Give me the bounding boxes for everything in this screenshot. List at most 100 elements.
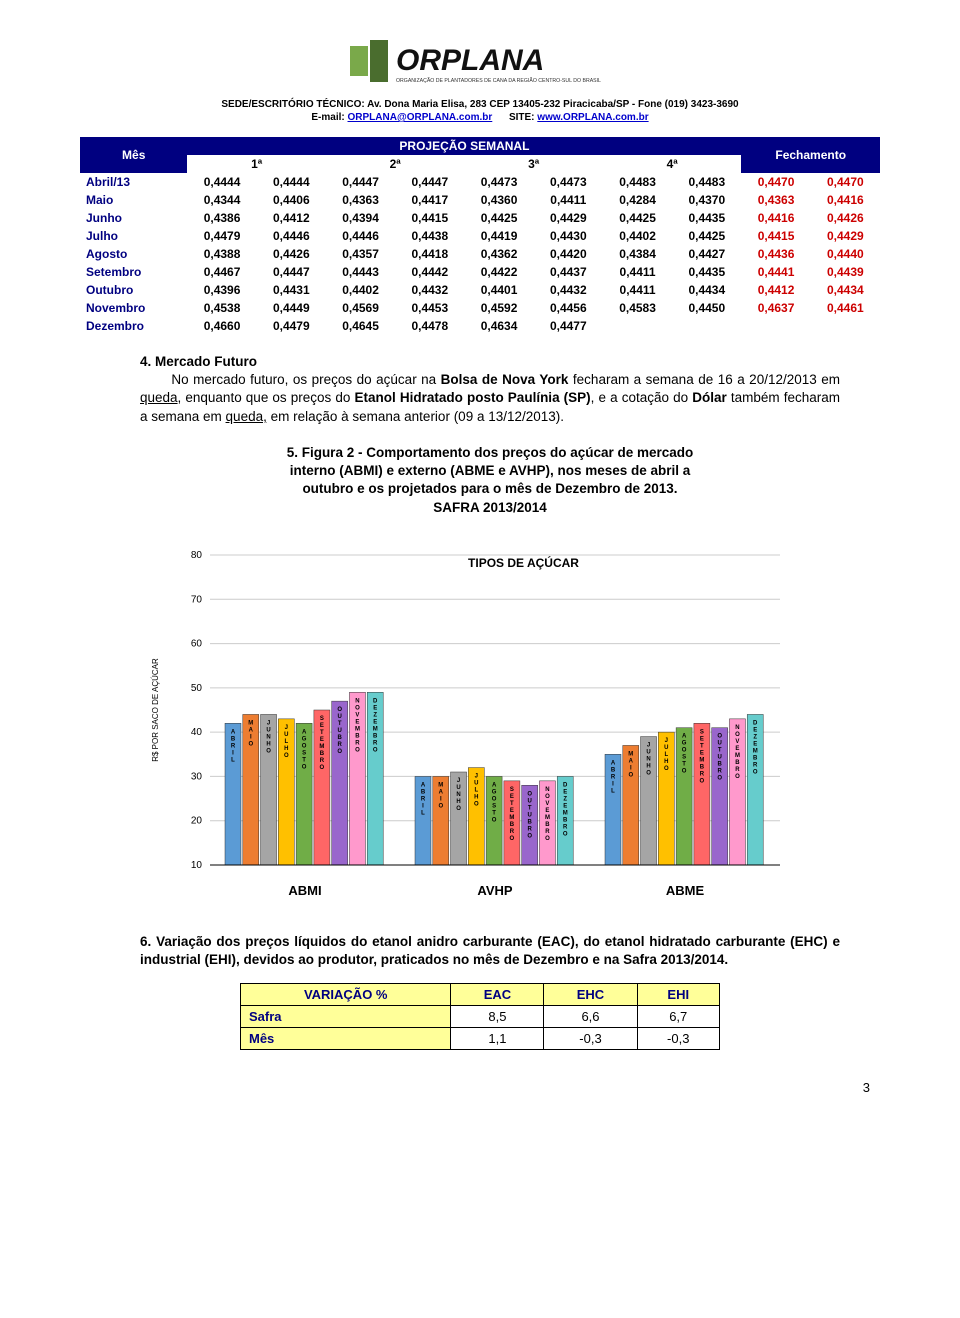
value-cell: 0,4444 — [257, 173, 326, 191]
svg-text:U: U — [527, 798, 531, 804]
svg-text:A: A — [492, 782, 497, 788]
month-cell: Julho — [80, 227, 187, 245]
value-cell — [603, 317, 672, 335]
value-cell: 0,4473 — [534, 173, 603, 191]
svg-text:O: O — [373, 747, 378, 753]
sec4-text-4: , e a cotação do — [591, 390, 693, 405]
sec5-line1: 5. Figura 2 - Comportamento dos preços d… — [287, 445, 694, 460]
value-cell: 0,4437 — [534, 263, 603, 281]
figure-2-chart: 1020304050607080R$ POR SACO DE AÇÚCARTIP… — [140, 535, 800, 915]
logo-subtitle: ORGANIZAÇÃO DE PLANTADORES DE CANA DA RE… — [396, 77, 601, 84]
svg-text:Z: Z — [563, 796, 567, 802]
email-link[interactable]: ORPLANA@ORPLANA.com.br — [348, 112, 493, 123]
svg-text:M: M — [735, 753, 740, 759]
svg-text:B: B — [373, 733, 378, 739]
value-cell: 0,4425 — [464, 209, 533, 227]
table-row: Maio0,43440,44060,43630,44170,43600,4411… — [80, 191, 880, 209]
fechamento-cell: 0,4363 — [741, 191, 810, 209]
svg-text:O: O — [266, 748, 271, 754]
svg-text:B: B — [700, 764, 705, 770]
svg-text:T: T — [320, 730, 324, 736]
svg-text:70: 70 — [191, 594, 203, 605]
value-cell: 0,4431 — [257, 281, 326, 299]
value-cell: 0,4483 — [603, 173, 672, 191]
svg-text:U: U — [717, 740, 721, 746]
value-cell: 0,4432 — [534, 281, 603, 299]
fechamento-cell: 0,4416 — [811, 191, 880, 209]
fechamento-cell: 0,4429 — [811, 227, 880, 245]
var-cell: 1,1 — [451, 1028, 544, 1050]
value-cell: 0,4479 — [257, 317, 326, 335]
svg-text:O: O — [700, 778, 705, 784]
svg-text:H: H — [646, 763, 650, 769]
sec5-line3: outubro e os projetados para o mês de De… — [302, 481, 677, 496]
sec6-body: 6. Variação dos preços líquidos do etano… — [140, 934, 840, 967]
svg-text:O: O — [302, 764, 307, 770]
svg-text:N: N — [266, 734, 270, 740]
svg-text:E: E — [320, 737, 324, 743]
sec4-text-2: fecharam a semana de 16 a 20/12/2013 em — [568, 372, 840, 387]
svg-text:A: A — [421, 782, 426, 788]
value-cell: 0,4660 — [187, 317, 256, 335]
svg-text:B: B — [337, 735, 342, 741]
var-cell: -0,3 — [544, 1028, 637, 1050]
svg-text:O: O — [355, 705, 360, 711]
site-link[interactable]: www.ORPLANA.com.br — [537, 112, 648, 123]
svg-text:M: M — [545, 815, 550, 821]
svg-text:M: M — [355, 726, 360, 732]
svg-text:U: U — [337, 714, 341, 720]
month-cell: Dezembro — [80, 317, 187, 335]
svg-text:O: O — [337, 749, 342, 755]
svg-text:B: B — [510, 822, 515, 828]
svg-text:R: R — [700, 771, 705, 777]
svg-text:H: H — [456, 799, 460, 805]
svg-text:T: T — [338, 721, 342, 727]
week-3: 3ª — [464, 155, 603, 173]
value-cell: 0,4569 — [326, 299, 395, 317]
month-cell: Junho — [80, 209, 187, 227]
var-cell: -0,3 — [637, 1028, 720, 1050]
value-cell: 0,4477 — [534, 317, 603, 335]
value-cell: 0,4360 — [464, 191, 533, 209]
svg-text:O: O — [492, 817, 497, 823]
value-cell: 0,4432 — [395, 281, 464, 299]
svg-text:30: 30 — [191, 771, 203, 782]
value-cell: 0,4438 — [395, 227, 464, 245]
month-cell: Maio — [80, 191, 187, 209]
email-label: E-mail: — [311, 112, 347, 123]
svg-text:A: A — [249, 727, 254, 733]
value-cell: 0,4538 — [187, 299, 256, 317]
svg-text:V: V — [355, 712, 359, 718]
svg-text:ABMI: ABMI — [288, 883, 321, 898]
svg-text:S: S — [302, 750, 306, 756]
svg-text:O: O — [337, 707, 342, 713]
svg-text:R: R — [231, 743, 236, 749]
svg-text:E: E — [753, 727, 757, 733]
fechamento-cell: 0,4416 — [741, 209, 810, 227]
col-proj: PROJEÇÃO SEMANAL — [187, 137, 741, 155]
col-mes: Mês — [80, 137, 187, 173]
week-1: 1ª — [187, 155, 326, 173]
value-cell: 0,4429 — [534, 209, 603, 227]
value-cell: 0,4384 — [603, 245, 672, 263]
svg-text:L: L — [611, 788, 615, 794]
svg-text:B: B — [527, 819, 532, 825]
svg-text:R: R — [320, 758, 325, 764]
month-cell: Outubro — [80, 281, 187, 299]
svg-text:M: M — [509, 815, 514, 821]
value-cell: 0,4415 — [395, 209, 464, 227]
svg-text:T: T — [718, 747, 722, 753]
svg-text:E: E — [320, 723, 324, 729]
svg-text:A: A — [439, 789, 444, 795]
value-cell: 0,4344 — [187, 191, 256, 209]
value-cell: 0,4479 — [187, 227, 256, 245]
fechamento-cell: 0,4470 — [741, 173, 810, 191]
value-cell: 0,4370 — [672, 191, 741, 209]
contact-line: E-mail: ORPLANA@ORPLANA.com.br SITE: www… — [80, 112, 880, 123]
svg-text:O: O — [717, 775, 722, 781]
svg-text:M: M — [753, 748, 758, 754]
svg-text:O: O — [753, 769, 758, 775]
svg-text:B: B — [563, 817, 568, 823]
svg-text:O: O — [320, 765, 325, 771]
svg-text:O: O — [456, 806, 461, 812]
